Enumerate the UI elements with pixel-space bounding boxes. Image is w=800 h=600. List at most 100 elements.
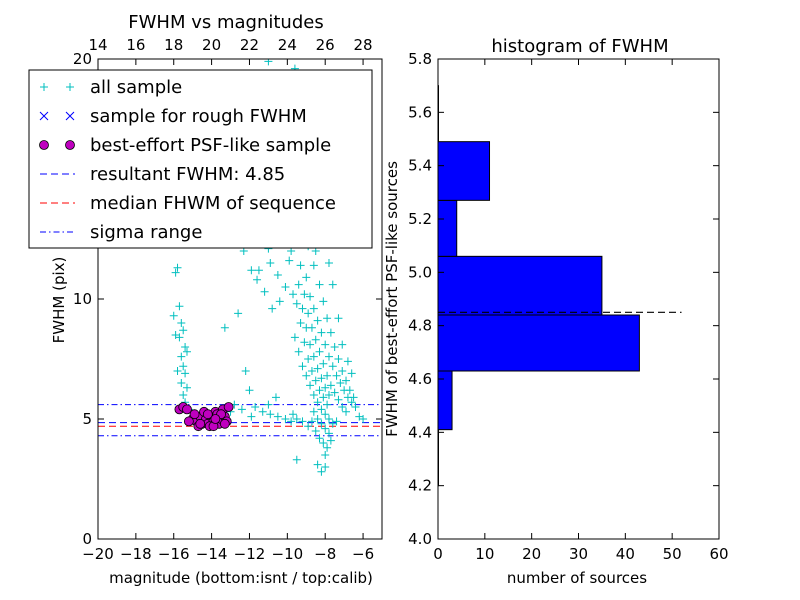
all-sample-point: [171, 268, 180, 277]
scatter-top-tick-label: 28: [354, 36, 373, 54]
all-sample-point: [304, 422, 313, 431]
legend-marker-cross-icon: [65, 111, 75, 121]
histogram-y-label: FWHM of best-effort PSF-like sources: [383, 161, 401, 437]
all-sample-point: [311, 376, 320, 385]
all-sample-point: [326, 381, 335, 390]
histogram-bar: [438, 199, 458, 257]
all-sample-point: [237, 405, 246, 414]
all-sample-point: [181, 343, 190, 351]
all-sample-point: [338, 367, 347, 375]
histogram-y-tick-label: 5.0: [408, 263, 432, 281]
scatter-y-ticks: 0 5 10 20: [73, 50, 382, 548]
all-sample-point: [307, 367, 316, 375]
psf-sample-point: [219, 418, 230, 429]
legend-label: sigma range: [90, 222, 202, 243]
histogram-bar: [438, 255, 603, 316]
histogram-title: histogram of FWHM: [491, 36, 668, 57]
all-sample-point: [294, 280, 303, 289]
scatter-top-tick-label: 20: [202, 36, 221, 54]
legend-marker-cross-icon: [39, 111, 49, 121]
all-sample-point: [306, 292, 315, 301]
all-sample-point: [264, 400, 273, 409]
scatter-x-ticks: −20 −18 −16 −14 −12 −10 −8 −6: [82, 59, 374, 563]
histogram-y-tick-label: 5.4: [408, 157, 432, 175]
all-sample-point: [349, 393, 358, 402]
all-sample-point: [273, 412, 282, 421]
all-sample-point: [309, 261, 318, 270]
legend-label: all sample: [90, 77, 182, 98]
all-sample-point: [173, 263, 182, 272]
legend-label: sample for rough FWHM: [90, 106, 307, 127]
all-sample-point: [323, 443, 332, 452]
all-sample-point: [298, 362, 307, 371]
all-sample-point: [292, 415, 301, 423]
all-sample-point: [313, 460, 322, 469]
all-sample-point: [253, 275, 262, 284]
all-sample-point: [298, 417, 307, 426]
all-sample-point: [317, 467, 326, 476]
legend-entry: all sample: [40, 77, 182, 98]
all-sample-point: [317, 374, 326, 383]
all-sample-point: [334, 355, 343, 363]
legend-marker-plus-icon: [66, 83, 74, 91]
all-sample-point: [347, 398, 356, 407]
histogram-y-tick-label: 5.6: [408, 103, 432, 121]
scatter-points: [169, 59, 368, 476]
all-sample-point: [324, 391, 333, 399]
all-sample-point: [330, 343, 339, 351]
scatter-y-tick-label: 20: [73, 50, 92, 68]
all-sample-point: [234, 309, 243, 318]
all-sample-point: [300, 290, 309, 299]
legend-box: [28, 69, 373, 249]
all-sample-point: [347, 369, 356, 378]
all-sample-point: [313, 316, 322, 325]
all-sample-point: [321, 340, 330, 349]
all-sample-point: [315, 386, 324, 395]
all-sample-point: [268, 304, 277, 313]
all-sample-point: [266, 259, 275, 267]
all-sample-point: [266, 410, 275, 419]
all-sample-point: [300, 338, 309, 347]
scatter-x-tick-label: −12: [234, 545, 266, 563]
all-sample-point: [273, 271, 282, 279]
psf-sample-point: [223, 402, 234, 412]
scatter-top-tick-label: 26: [316, 36, 335, 54]
all-sample-point: [336, 379, 345, 387]
all-sample-point: [321, 383, 330, 392]
all-sample-point: [326, 328, 335, 337]
all-sample-point: [292, 299, 301, 308]
scatter-top-tick-label: 18: [164, 36, 183, 54]
all-sample-point: [175, 302, 184, 311]
all-sample-point: [321, 424, 330, 433]
all-sample-point: [328, 280, 337, 289]
histogram-x-label: number of sources: [507, 569, 647, 587]
all-sample-point: [247, 266, 256, 275]
all-sample-point: [315, 434, 324, 443]
histogram-bar: [438, 314, 640, 372]
all-sample-point: [258, 407, 267, 416]
legend-entry: median FHWM of sequence: [40, 193, 336, 214]
legend-label: resultant FWHM: 4.85: [90, 164, 285, 185]
scatter-x-tick-label: −8: [314, 545, 336, 563]
scatter-x-label: magnitude (bottom:isnt / top:calib): [109, 569, 373, 587]
all-sample-point: [315, 347, 324, 356]
all-sample-point: [251, 403, 260, 411]
all-sample-point: [275, 297, 284, 306]
histogram-bars: [438, 85, 640, 487]
all-sample-point: [306, 340, 315, 349]
all-sample-point: [179, 326, 188, 335]
all-sample-point: [281, 415, 290, 423]
psf-sample-point: [210, 414, 221, 424]
all-sample-point: [245, 386, 254, 395]
all-sample-point: [181, 369, 190, 378]
scatter-y-tick-label: 0: [82, 530, 92, 548]
legend-label: median FHWM of sequence: [90, 193, 336, 214]
all-sample-point: [326, 436, 335, 445]
all-sample-point: [287, 417, 296, 426]
all-sample-point: [304, 355, 313, 363]
reference-lines: [98, 404, 382, 437]
all-sample-point: [317, 328, 326, 337]
scatter-title: FWHM vs magnitudes: [128, 12, 323, 33]
histogram-x-ticks: 0 10 20 30 40 50 60: [433, 59, 729, 563]
